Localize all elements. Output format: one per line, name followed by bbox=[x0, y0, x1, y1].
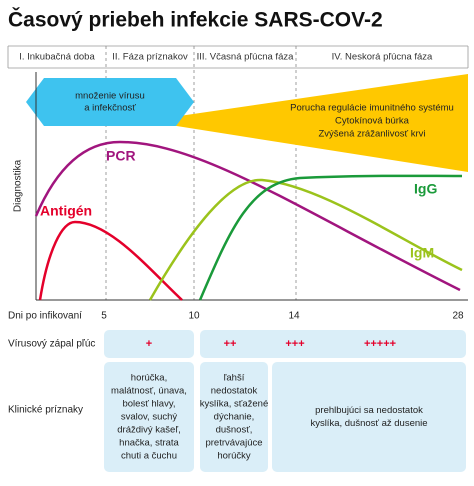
symptom-text: bolesť hlavy, bbox=[122, 399, 175, 410]
igm-curve bbox=[148, 178, 463, 301]
immune-wedge bbox=[145, 74, 468, 172]
symptom-text: malátnosť, únava, bbox=[111, 386, 187, 397]
antigen-label: Antigén bbox=[40, 203, 92, 219]
phase-label: III. Včasná pľúcna fáza bbox=[197, 52, 294, 63]
severity: +++++ bbox=[364, 338, 396, 350]
immune-text: Cytokínová búrka bbox=[335, 116, 410, 127]
immune-text: Porucha regulácie imunitného systému bbox=[290, 103, 454, 114]
row-cell bbox=[104, 330, 194, 358]
symptom-text: dýchanie, bbox=[214, 412, 255, 423]
symptom-text: ľahší bbox=[224, 373, 245, 384]
virus-text: množenie vírusu bbox=[75, 91, 145, 102]
x-tick-label: 5 bbox=[101, 311, 107, 322]
severity: ++ bbox=[224, 338, 237, 350]
symptom-text: hnačka, strata bbox=[119, 438, 179, 449]
title: Časový priebeh infekcie SARS-COV-2 bbox=[8, 8, 383, 32]
x-tick-label: 14 bbox=[288, 311, 300, 322]
x-axis-label: Dni po infikovaní bbox=[8, 311, 82, 322]
row-cell bbox=[272, 362, 466, 472]
virus-text: a infekčnosť bbox=[84, 103, 136, 114]
symptom-text: dušnosť, bbox=[216, 425, 253, 436]
symptom-text: kyslíka, sťažené bbox=[200, 399, 269, 410]
y-axis-label: Diagnostika bbox=[13, 159, 24, 212]
symptom-text: pretrvávajúce bbox=[205, 438, 262, 449]
igm-label: IgM bbox=[410, 245, 434, 261]
symptom-text: nedostatok bbox=[211, 386, 258, 397]
row-cell bbox=[104, 362, 194, 472]
igg-label: IgG bbox=[414, 181, 437, 197]
immune-text: Zvýšená zrážanlivosť krvi bbox=[318, 129, 425, 140]
symptom-text: horúčka, bbox=[131, 373, 167, 384]
symptom-text: horúčky bbox=[217, 451, 251, 462]
symptom-text: dráždivý kašeľ, bbox=[117, 425, 181, 436]
pcr-label: PCR bbox=[106, 148, 136, 164]
symptom-text: svalov, suchý bbox=[121, 412, 178, 423]
severity: + bbox=[146, 338, 152, 350]
row-cell bbox=[200, 330, 466, 358]
symptom-text: chuti a čuchu bbox=[121, 451, 177, 462]
phase-label: IV. Neskorá pľúcna fáza bbox=[332, 52, 433, 63]
antigen-curve bbox=[38, 220, 183, 301]
virus-box bbox=[26, 78, 194, 126]
symptom-text: prehlbujúci sa nedostatok bbox=[315, 405, 423, 416]
severity: +++ bbox=[285, 338, 304, 350]
x-tick-label: 28 bbox=[452, 311, 464, 322]
symptom-text: kyslíka, dušnosť až dusenie bbox=[310, 418, 427, 429]
row-cell bbox=[200, 362, 268, 472]
igg-curve bbox=[198, 174, 463, 301]
phase-label: I. Inkubačná doba bbox=[19, 52, 95, 63]
x-tick-label: 10 bbox=[188, 311, 200, 322]
row-label: Vírusový zápal pľúc bbox=[8, 339, 95, 350]
phase-label: II. Fáza príznakov bbox=[112, 52, 188, 63]
row-label: Klinické príznaky bbox=[8, 405, 83, 416]
pcr-curve bbox=[34, 140, 461, 292]
